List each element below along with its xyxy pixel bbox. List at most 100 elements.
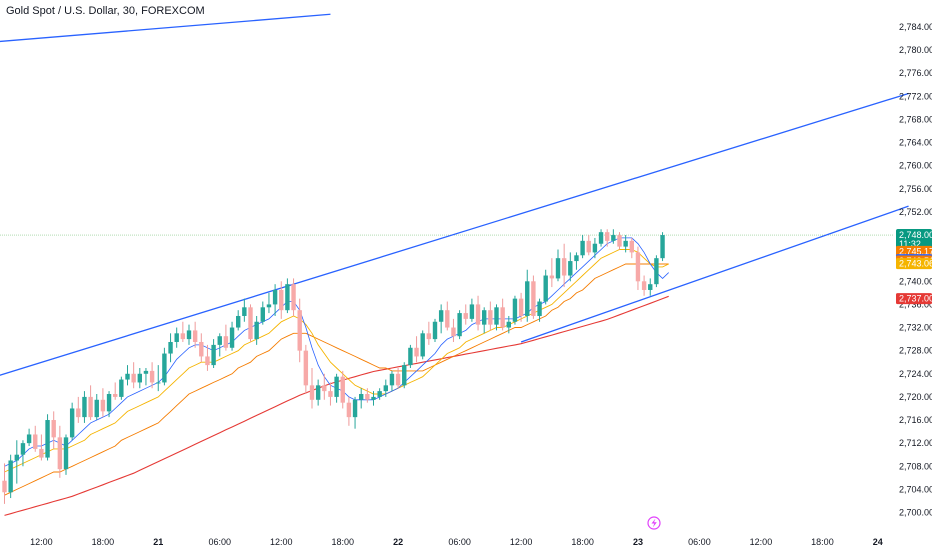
candle[interactable] xyxy=(488,301,493,331)
candle[interactable] xyxy=(39,434,44,461)
candle[interactable] xyxy=(291,278,296,316)
candle[interactable] xyxy=(414,336,419,363)
lightning-icon[interactable] xyxy=(647,516,661,530)
candle[interactable] xyxy=(586,235,591,256)
candle[interactable] xyxy=(2,463,7,504)
candle[interactable] xyxy=(100,388,106,418)
candle[interactable] xyxy=(205,344,210,371)
candle[interactable] xyxy=(26,428,32,447)
candle[interactable] xyxy=(14,440,19,484)
candle[interactable] xyxy=(561,243,567,288)
candle[interactable] xyxy=(106,391,112,418)
candle[interactable] xyxy=(168,333,173,363)
candle[interactable] xyxy=(598,229,604,247)
candle[interactable] xyxy=(574,252,579,270)
candle[interactable] xyxy=(389,370,395,392)
candle[interactable] xyxy=(469,298,475,322)
candle[interactable] xyxy=(365,388,370,403)
candle[interactable] xyxy=(334,373,339,403)
candle[interactable] xyxy=(605,229,610,247)
candle[interactable] xyxy=(211,339,216,368)
candle[interactable] xyxy=(494,304,499,331)
candle[interactable] xyxy=(512,295,518,325)
candle[interactable] xyxy=(57,425,63,478)
candle[interactable] xyxy=(217,333,222,357)
candle[interactable] xyxy=(438,304,444,334)
candle[interactable] xyxy=(131,362,136,389)
candle[interactable] xyxy=(568,252,573,282)
candle[interactable] xyxy=(426,321,432,345)
candle[interactable] xyxy=(352,396,358,429)
candle[interactable] xyxy=(162,347,167,386)
candle[interactable] xyxy=(8,454,13,499)
candle[interactable] xyxy=(543,269,548,305)
candle[interactable] xyxy=(395,368,401,389)
candle[interactable] xyxy=(242,298,247,322)
candle[interactable] xyxy=(457,310,462,340)
candle[interactable] xyxy=(346,396,352,426)
candle[interactable] xyxy=(359,388,364,409)
candle[interactable] xyxy=(463,304,468,325)
candle[interactable] xyxy=(660,232,665,262)
candle[interactable] xyxy=(285,278,290,314)
candle[interactable] xyxy=(518,292,524,322)
candle[interactable] xyxy=(635,246,641,290)
candle[interactable] xyxy=(537,298,542,322)
candle[interactable] xyxy=(555,249,561,282)
candle[interactable] xyxy=(377,388,382,400)
candle[interactable] xyxy=(297,298,302,363)
candle[interactable] xyxy=(402,362,407,389)
candle[interactable] xyxy=(328,382,333,406)
candle[interactable] xyxy=(641,275,647,296)
candle[interactable] xyxy=(63,434,69,475)
candle[interactable] xyxy=(248,304,253,342)
candle[interactable] xyxy=(76,396,81,423)
candle[interactable] xyxy=(309,368,315,409)
candle[interactable] xyxy=(20,440,26,467)
candle[interactable] xyxy=(482,307,487,334)
candle[interactable] xyxy=(648,278,653,296)
candle[interactable] xyxy=(266,292,272,314)
candle[interactable] xyxy=(475,295,481,331)
candle[interactable] xyxy=(94,394,99,421)
candle[interactable] xyxy=(580,235,585,259)
candle[interactable] xyxy=(119,376,124,400)
candle[interactable] xyxy=(33,425,38,452)
candle[interactable] xyxy=(236,310,241,331)
candle[interactable] xyxy=(432,318,438,342)
candle[interactable] xyxy=(654,255,659,288)
candle[interactable] xyxy=(611,229,616,244)
candle[interactable] xyxy=(125,365,130,386)
candle[interactable] xyxy=(149,362,155,389)
trendline[interactable] xyxy=(0,13,331,43)
candle[interactable] xyxy=(549,258,555,288)
candle[interactable] xyxy=(451,318,456,342)
candle[interactable] xyxy=(531,275,536,319)
candle[interactable] xyxy=(315,379,321,406)
candle[interactable] xyxy=(445,301,450,331)
candle[interactable] xyxy=(340,370,345,409)
candle[interactable] xyxy=(383,379,388,397)
candle[interactable] xyxy=(88,385,93,421)
candle[interactable] xyxy=(137,368,142,389)
trendline[interactable] xyxy=(520,205,909,343)
candle[interactable] xyxy=(156,365,161,392)
candle[interactable] xyxy=(223,324,229,351)
candle[interactable] xyxy=(254,315,259,345)
candle[interactable] xyxy=(45,414,50,461)
candle[interactable] xyxy=(525,269,530,322)
candle[interactable] xyxy=(174,327,179,348)
candle[interactable] xyxy=(408,344,413,368)
candle[interactable] xyxy=(229,321,235,351)
candle[interactable] xyxy=(371,391,376,406)
candle[interactable] xyxy=(199,333,204,363)
candle[interactable] xyxy=(113,382,118,400)
candle[interactable] xyxy=(82,391,87,423)
candle[interactable] xyxy=(592,237,598,259)
candle[interactable] xyxy=(180,321,186,342)
candle[interactable] xyxy=(500,298,505,331)
candle[interactable] xyxy=(617,232,622,250)
candle[interactable] xyxy=(322,373,327,400)
